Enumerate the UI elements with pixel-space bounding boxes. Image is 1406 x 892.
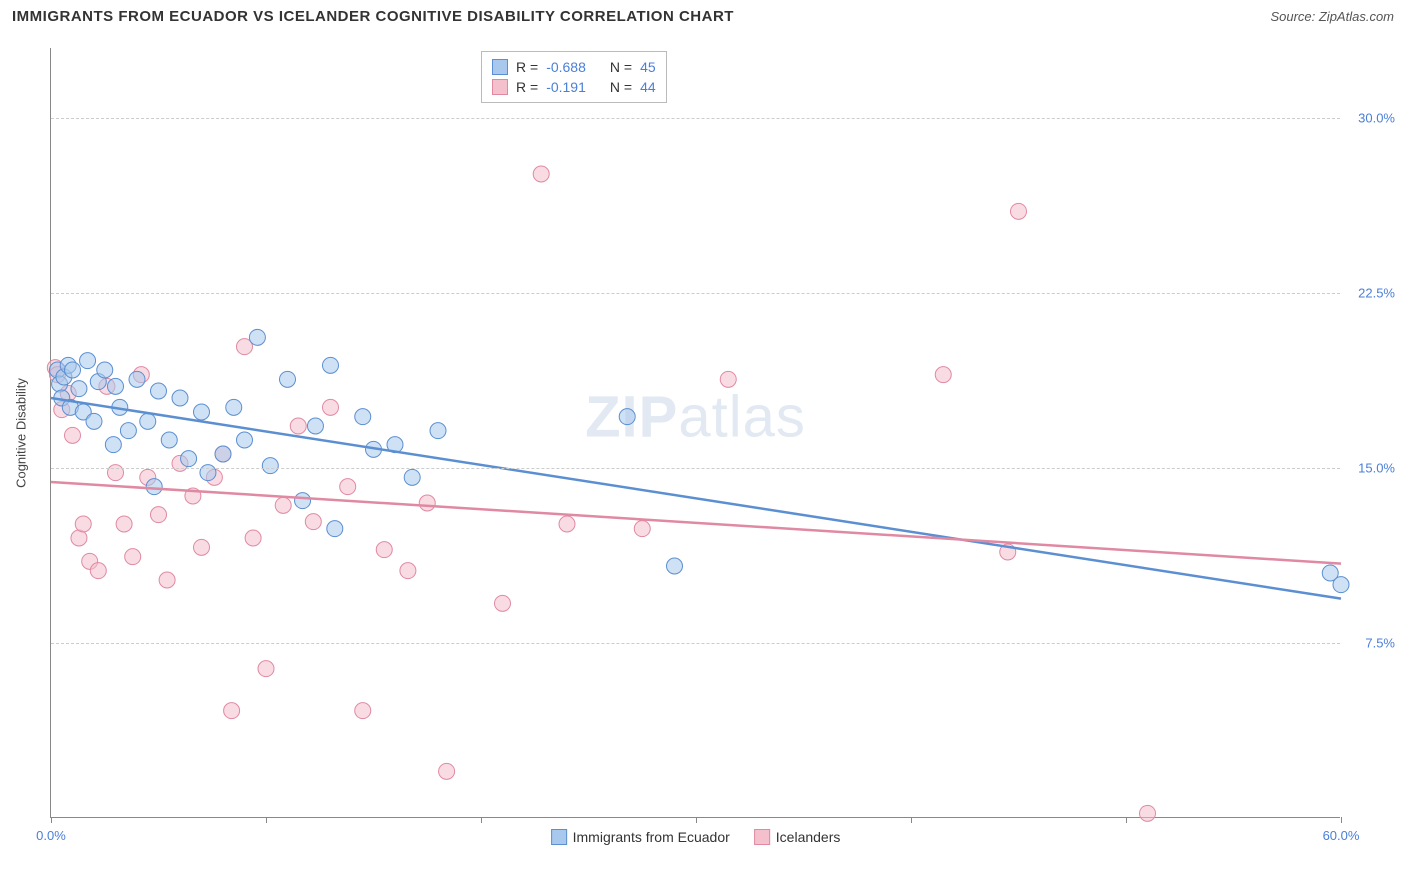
scatter-point [86, 413, 102, 429]
scatter-point [140, 413, 156, 429]
scatter-point [1333, 577, 1349, 593]
y-tick-label: 30.0% [1358, 111, 1395, 126]
scatter-point [237, 432, 253, 448]
legend-swatch [754, 829, 770, 845]
legend-label: Icelanders [776, 829, 841, 845]
scatter-point [419, 495, 435, 511]
regression-line [51, 398, 1341, 599]
scatter-point [125, 549, 141, 565]
scatter-point [323, 399, 339, 415]
x-tick [266, 817, 267, 823]
scatter-point [116, 516, 132, 532]
scatter-point [1140, 805, 1156, 821]
x-tick [51, 817, 52, 823]
legend-swatch [551, 829, 567, 845]
legend: Immigrants from Ecuador Icelanders [551, 829, 841, 845]
scatter-point [262, 458, 278, 474]
scatter-point [376, 542, 392, 558]
chart-svg [51, 48, 1340, 817]
scatter-point [71, 381, 87, 397]
legend-item: Immigrants from Ecuador [551, 829, 730, 845]
gridline [51, 118, 1340, 119]
x-tick [481, 817, 482, 823]
scatter-point [120, 423, 136, 439]
scatter-point [172, 390, 188, 406]
scatter-point [619, 409, 635, 425]
y-tick-label: 7.5% [1365, 636, 1395, 651]
scatter-point [75, 516, 91, 532]
scatter-point [634, 521, 650, 537]
scatter-point [290, 418, 306, 434]
scatter-point [533, 166, 549, 182]
scatter-point [105, 437, 121, 453]
scatter-point [194, 404, 210, 420]
scatter-point [181, 451, 197, 467]
scatter-point [226, 399, 242, 415]
scatter-point [295, 493, 311, 509]
scatter-point [439, 763, 455, 779]
scatter-point [215, 446, 231, 462]
scatter-point [245, 530, 261, 546]
scatter-point [559, 516, 575, 532]
scatter-point [249, 329, 265, 345]
scatter-point [355, 703, 371, 719]
x-tick [696, 817, 697, 823]
scatter-point [430, 423, 446, 439]
scatter-point [108, 378, 124, 394]
scatter-point [97, 362, 113, 378]
scatter-point [495, 595, 511, 611]
scatter-point [146, 479, 162, 495]
chart-header: IMMIGRANTS FROM ECUADOR VS ICELANDER COG… [0, 0, 1406, 33]
chart-title: IMMIGRANTS FROM ECUADOR VS ICELANDER COG… [12, 8, 734, 25]
scatter-point [307, 418, 323, 434]
scatter-point [159, 572, 175, 588]
scatter-point [355, 409, 371, 425]
scatter-point [275, 497, 291, 513]
scatter-point [80, 353, 96, 369]
scatter-point [340, 479, 356, 495]
y-tick-label: 15.0% [1358, 461, 1395, 476]
x-tick [911, 817, 912, 823]
scatter-point [305, 514, 321, 530]
legend-label: Immigrants from Ecuador [573, 829, 730, 845]
scatter-point [327, 521, 343, 537]
y-axis-label: Cognitive Disability [14, 378, 29, 488]
scatter-point [935, 367, 951, 383]
x-tick [1126, 817, 1127, 823]
scatter-point [65, 427, 81, 443]
x-tick [1341, 817, 1342, 823]
scatter-point [194, 539, 210, 555]
scatter-point [280, 371, 296, 387]
scatter-point [323, 357, 339, 373]
scatter-point [720, 371, 736, 387]
scatter-point [404, 469, 420, 485]
legend-item: Icelanders [754, 829, 841, 845]
gridline [51, 468, 1340, 469]
scatter-point [224, 703, 240, 719]
scatter-point [151, 507, 167, 523]
x-tick-label: 60.0% [1323, 828, 1360, 843]
x-tick-label: 0.0% [36, 828, 66, 843]
chart-plot-area: Cognitive Disability ZIPatlas R = -0.688… [50, 48, 1340, 818]
scatter-point [258, 661, 274, 677]
source-label: Source: ZipAtlas.com [1270, 9, 1394, 24]
scatter-point [161, 432, 177, 448]
scatter-point [90, 563, 106, 579]
scatter-point [667, 558, 683, 574]
scatter-point [71, 530, 87, 546]
y-tick-label: 22.5% [1358, 286, 1395, 301]
scatter-point [400, 563, 416, 579]
regression-line [51, 482, 1341, 564]
scatter-point [151, 383, 167, 399]
scatter-point [129, 371, 145, 387]
scatter-point [1011, 203, 1027, 219]
gridline [51, 643, 1340, 644]
gridline [51, 293, 1340, 294]
scatter-point [65, 362, 81, 378]
